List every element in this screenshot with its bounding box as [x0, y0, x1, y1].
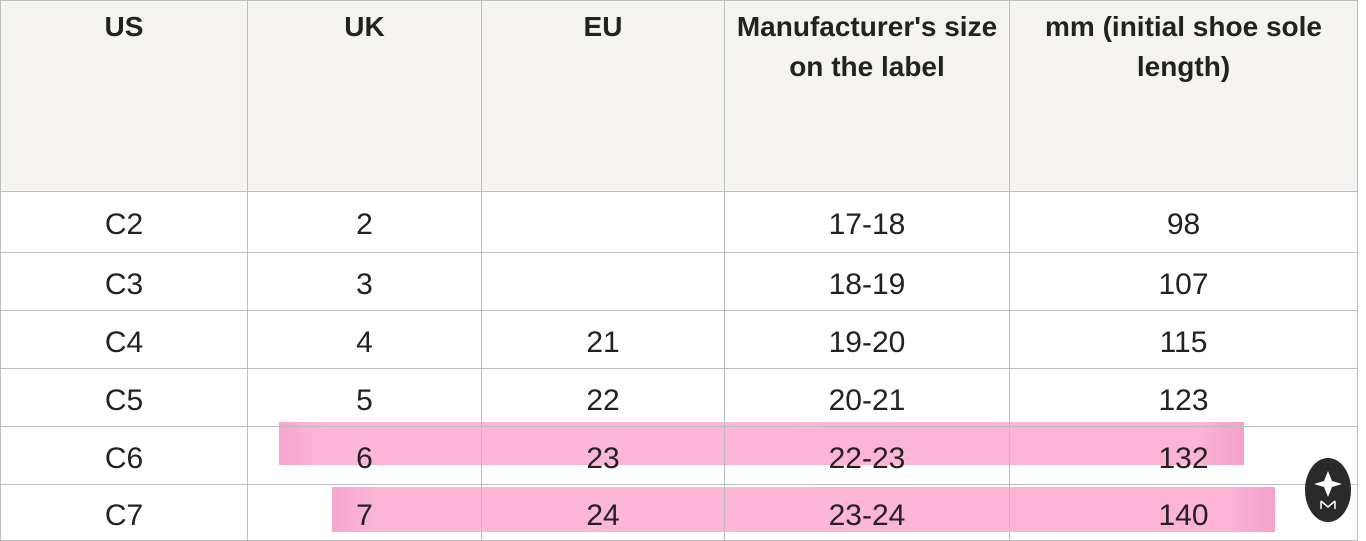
table-cell: 22 — [482, 369, 725, 427]
table-cell: 22-23 — [725, 427, 1010, 485]
cell-text: 17-18 — [828, 208, 906, 241]
cell-text: mm (initial shoe sole length) — [1045, 11, 1322, 82]
cell-text: C6 — [104, 441, 144, 475]
cell-text: 115 — [1159, 325, 1208, 359]
table-cell: 17-18 — [725, 192, 1010, 253]
cell-text: 2 — [356, 208, 373, 241]
table-cell: 18-19 — [725, 253, 1010, 311]
cell-text: C2 — [104, 208, 144, 241]
table-cell: 132 — [1010, 427, 1358, 485]
table-cell: C5 — [0, 369, 248, 427]
cell-text: US — [104, 11, 144, 42]
cell-text: 6 — [356, 441, 373, 475]
table-cell: 21 — [482, 311, 725, 369]
table-cell: 7 — [248, 485, 482, 541]
header-cell: UK — [248, 0, 482, 192]
cell-text: 123 — [1158, 383, 1209, 417]
cell-text: 107 — [1158, 267, 1209, 301]
cell-text: 19-20 — [828, 325, 906, 359]
table-cell: 23-24 — [725, 485, 1010, 541]
table-cell: C7 — [0, 485, 248, 541]
table-cell — [482, 192, 725, 253]
cell-text: 22 — [586, 383, 620, 417]
table-cell: 98 — [1010, 192, 1358, 253]
table-cell: 4 — [248, 311, 482, 369]
table-cell: 115 — [1010, 311, 1358, 369]
header-cell: EU — [482, 0, 725, 192]
table-cell: 6 — [248, 427, 482, 485]
header-cell: Manufacturer's size on the label — [725, 0, 1010, 192]
table-cell — [482, 253, 725, 311]
cell-text: 7 — [356, 498, 373, 532]
table-cell: C6 — [0, 427, 248, 485]
table-cell: 123 — [1010, 369, 1358, 427]
table-cell: C3 — [0, 253, 248, 311]
cell-text: C7 — [104, 498, 144, 532]
row-highlight — [279, 422, 1244, 465]
cell-text: 20-21 — [828, 383, 906, 417]
row-highlight — [332, 487, 1275, 532]
header-cell: mm (initial shoe sole length) — [1010, 0, 1358, 192]
cell-text: 140 — [1158, 498, 1209, 532]
cell-text: 132 — [1158, 441, 1209, 475]
cell-text: 24 — [586, 498, 620, 532]
watermark-logo — [1305, 458, 1351, 522]
cell-text: Manufacturer's size on the label — [736, 11, 998, 82]
cell-text: EU — [583, 11, 623, 42]
table-cell: 2 — [248, 192, 482, 253]
cell-text: 98 — [1166, 208, 1201, 241]
table-cell: 5 — [248, 369, 482, 427]
table-cell: 20-21 — [725, 369, 1010, 427]
cell-text: 3 — [356, 267, 373, 301]
table-cell: 24 — [482, 485, 725, 541]
cell-text: C3 — [104, 267, 144, 301]
cell-text: 4 — [356, 325, 373, 359]
cell-text: 23 — [586, 441, 620, 475]
cell-text: C5 — [104, 383, 144, 417]
cell-text: 21 — [586, 325, 620, 359]
cell-text: 18-19 — [828, 267, 906, 301]
table-cell: 23 — [482, 427, 725, 485]
cell-text: 22-23 — [828, 441, 906, 475]
table-cell: C2 — [0, 192, 248, 253]
table-cell: C4 — [0, 311, 248, 369]
cell-text: C4 — [104, 325, 144, 359]
header-cell: US — [0, 0, 248, 192]
cell-text: UK — [344, 11, 385, 42]
table-cell: 3 — [248, 253, 482, 311]
cell-text: 5 — [356, 383, 373, 417]
cell-text: 23-24 — [828, 498, 906, 532]
table-cell: 19-20 — [725, 311, 1010, 369]
table-cell: 107 — [1010, 253, 1358, 311]
